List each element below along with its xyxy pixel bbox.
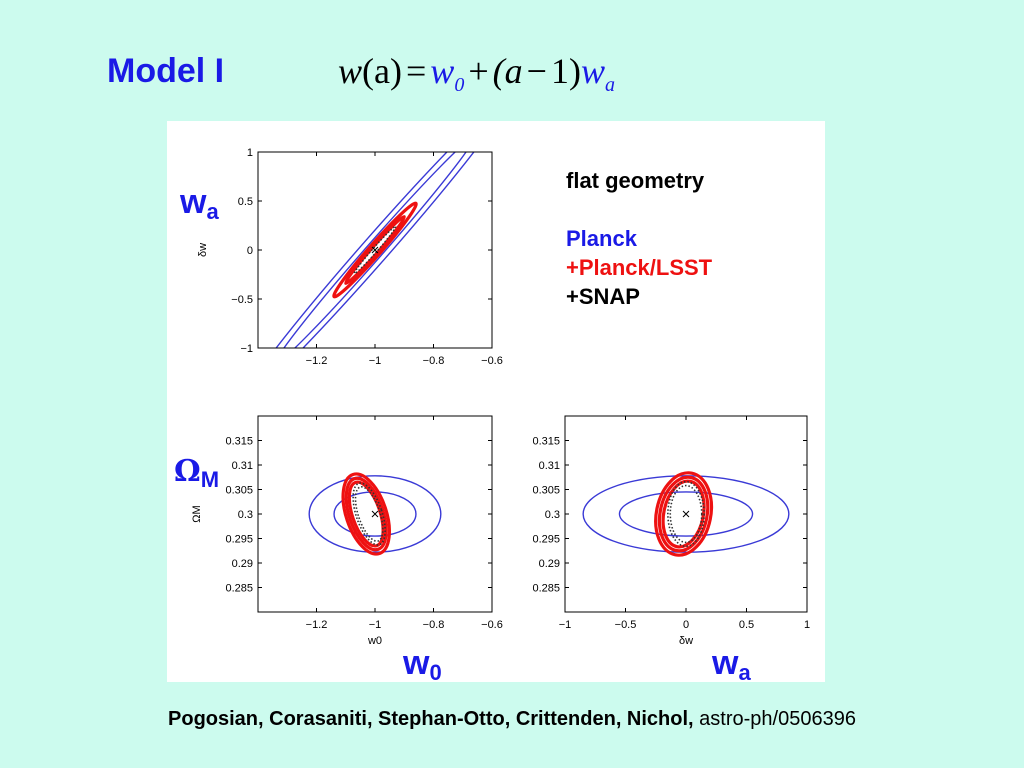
contour-planck-2 (258, 152, 492, 348)
eq-one: 1) (550, 51, 581, 91)
eq-wa: wa (580, 51, 615, 96)
y-tick-label: 0.315 (225, 436, 253, 448)
contour-snap-6 (669, 484, 703, 544)
x-tick-label: −0.8 (423, 619, 445, 631)
contour-snap-7 (352, 482, 386, 546)
contour-planck-2 (308, 475, 442, 553)
plot-3: −1 −0.5 0 0.5 1 0.315 0.31 0.305 0.3 0.295 0.29 0.2… (532, 415, 810, 647)
y-tick-label: 1 (247, 147, 253, 159)
y-tick-label: 0.3 (238, 509, 253, 521)
eq-w0-sub: 0 (454, 74, 465, 96)
contour-lsst-4 (332, 201, 418, 299)
y-tick-label: −0.5 (231, 294, 253, 306)
y-axis-label: δw (197, 243, 209, 257)
figure-svg: −1.2 −1 −0.8 −0.6 1 0.5 0 −0.5 −1 δw −1.2 −1 −0.8 −0.… (191, 147, 810, 647)
legend-planck-lsst: +Planck/LSST (566, 255, 713, 280)
eq-paren: (a (492, 51, 523, 91)
y-tick-label: −1 (240, 343, 253, 355)
y-tick-label: 0.295 (225, 534, 253, 546)
big-label-wa-top-base: w (180, 183, 207, 221)
big-label-wa-bottom-base: w (712, 644, 739, 682)
y-tick-label: 0.5 (238, 196, 253, 208)
citation-authors: Pogosian, Corasaniti, Stephan-Otto, Crit… (168, 708, 694, 730)
y-tick-label: 0.305 (225, 485, 253, 497)
big-label-omega: ΩM (174, 454, 219, 493)
x-tick-label: 1 (804, 619, 810, 631)
eq-minus: − (526, 51, 547, 91)
y-tick-label: 0.29 (232, 558, 253, 570)
y-axis-label: ΩM (191, 505, 203, 522)
plot-contours (308, 472, 442, 556)
contour-planck-1 (274, 152, 476, 348)
eq-w0-base: w (430, 51, 455, 91)
y-tick-label: 0.31 (539, 460, 560, 472)
big-label-w0: w0 (403, 644, 442, 686)
plot-contours (258, 152, 492, 348)
citation-ref: astro-ph/0506396 (699, 708, 856, 730)
eq-wa-sub: a (604, 74, 615, 96)
big-label-w0-sub: 0 (429, 660, 442, 685)
y-tick-label: 0.295 (532, 534, 560, 546)
x-tick-label: −1 (369, 619, 382, 631)
x-tick-label: −1.2 (306, 619, 328, 631)
eq-lhs-arg: (a) (362, 51, 402, 91)
x-tick-label: −0.6 (481, 355, 503, 367)
legend-planck: Planck (566, 226, 637, 251)
eq-plus: + (468, 51, 489, 91)
big-label-w0-base: w (403, 644, 430, 682)
eq-wa-base: w (580, 51, 605, 91)
fiducial-marker (371, 510, 379, 518)
contour-planck-1 (618, 491, 754, 537)
x-tick-label: 0.5 (739, 619, 754, 631)
big-label-wa-top-sub: a (206, 199, 219, 224)
contour-snap-7 (667, 480, 705, 548)
x-tick-label: −1.2 (306, 355, 328, 367)
x-tick-label: −0.8 (423, 355, 445, 367)
eq-equals: = (405, 51, 427, 91)
contour-lsst-5 (341, 472, 391, 556)
plot-contours (582, 471, 790, 557)
big-label-wa-bottom: wa (712, 644, 751, 686)
big-label-wa-bottom-sub: a (738, 660, 751, 685)
plot-1: −1.2 −1 −0.8 −0.6 1 0.5 0 −0.5 −1 δw (197, 147, 503, 367)
y-tick-label: 0.3 (545, 509, 560, 521)
contour-lsst-3 (661, 479, 706, 549)
big-label-wa-top: wa (180, 183, 219, 225)
legend-snap: +SNAP (566, 284, 640, 309)
citation: Pogosian, Corasaniti, Stephan-Otto, Crit… (0, 708, 1024, 731)
slide-title: Model I (107, 52, 225, 90)
plot-2: −1.2 −1 −0.8 −0.6 0.315 0.31 0.305 0.3 0.295 0.29… (191, 415, 503, 647)
legend: flat geometry Planck +Planck/LSST +SNAP (566, 166, 712, 311)
contour-lsst-4 (657, 475, 710, 553)
x-tick-label: 0 (683, 619, 689, 631)
equation: w(a) = w0 + (a −1)wa (338, 50, 615, 100)
y-tick-label: 0.31 (232, 460, 253, 472)
x-axis-label: w0 (367, 635, 382, 647)
x-tick-label: −1 (369, 355, 382, 367)
x-tick-label: −0.5 (615, 619, 637, 631)
y-tick-label: 0 (247, 245, 253, 257)
fiducial-marker (371, 246, 379, 254)
x-axis-label: δw (679, 635, 693, 647)
y-tick-label: 0.29 (539, 558, 560, 570)
y-tick-label: 0.315 (532, 436, 560, 448)
big-label-omega-sub: M (200, 467, 220, 492)
fiducial-marker (682, 510, 690, 518)
eq-lhs-w: w (338, 51, 363, 91)
eq-w0: w0 (430, 51, 464, 96)
x-tick-label: −0.6 (481, 619, 503, 631)
contour-snap-6 (354, 486, 384, 542)
y-tick-label: 0.285 (532, 583, 560, 595)
legend-geometry: flat geometry (566, 168, 705, 193)
big-label-omega-base: Ω (174, 454, 201, 489)
contour-lsst-4 (344, 476, 388, 552)
y-tick-label: 0.305 (532, 485, 560, 497)
contour-lsst-5 (654, 471, 714, 557)
y-tick-label: 0.285 (225, 583, 253, 595)
x-tick-label: −1 (559, 619, 572, 631)
figure-panel: −1.2 −1 −0.8 −0.6 1 0.5 0 −0.5 −1 δw −1.2 −1 −0.8 −0.… (167, 121, 825, 682)
